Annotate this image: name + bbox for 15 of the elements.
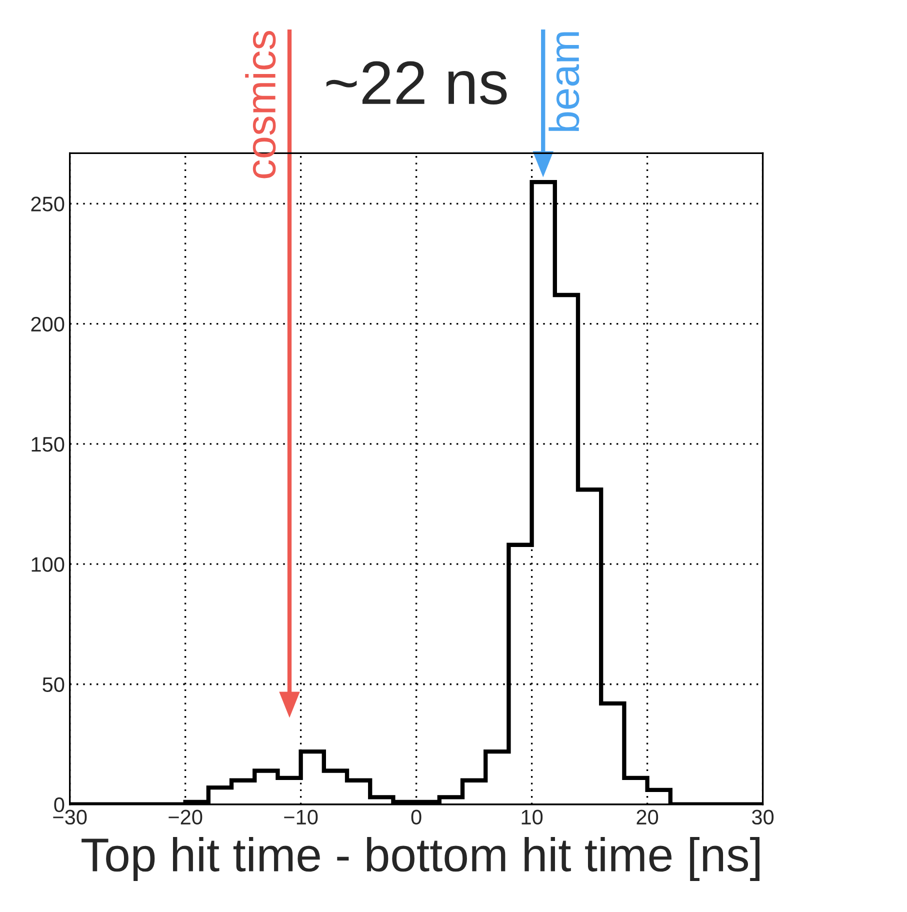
chart-title: ~22 ns <box>326 61 507 105</box>
y-tick-label: 100 <box>32 557 64 572</box>
text: beam <box>548 32 580 132</box>
y-tick-label: 200 <box>31 316 64 332</box>
x-tick-label: 30 <box>752 810 774 825</box>
x-tick-label: 20 <box>636 810 658 825</box>
x-axis-title: Top hit time - bottom hit time [ns] <box>82 837 760 882</box>
y-tick-label: 50 <box>42 677 64 692</box>
y-tick-label: 150 <box>32 436 64 452</box>
y-tick-label: 250 <box>31 196 64 212</box>
x-tick-label: 10 <box>522 810 543 825</box>
x-tick-label: −20 <box>168 810 202 825</box>
x-tick-label: 0 <box>411 810 422 825</box>
annotation: cosmics <box>245 30 276 178</box>
x-tick-label: −10 <box>284 810 318 825</box>
